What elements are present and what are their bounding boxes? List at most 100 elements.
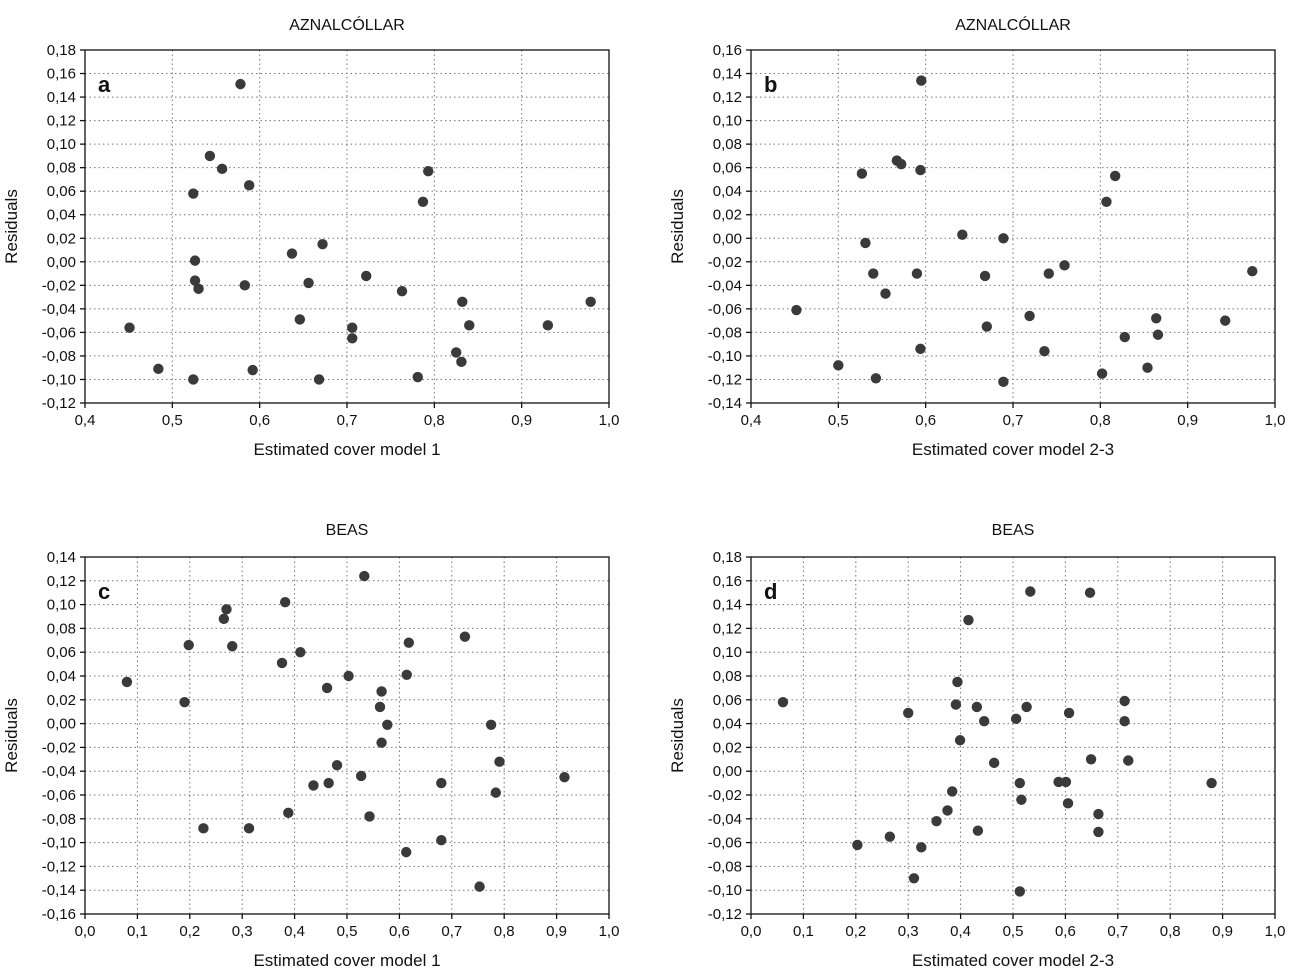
panel-c-x-tick-label: 1,0 (599, 923, 620, 940)
panel-a-data-point (189, 275, 201, 286)
panel-d-data-point (942, 805, 953, 816)
panel-b-data-point (916, 75, 927, 86)
panel-d-data-point (972, 825, 984, 836)
panel-b-data-point (1039, 346, 1050, 357)
panel-b-y-tick-label: -0,12 (708, 371, 742, 388)
panel-a-data-point (153, 363, 164, 375)
panel-b-y-tick-label: 0,10 (713, 113, 742, 130)
panel-b-data-point (1247, 266, 1258, 277)
panel-c-y-tick-label: -0,04 (42, 763, 76, 780)
panel-b-data-point (915, 343, 926, 355)
panel-d-x-tick-label: 0,4 (950, 923, 971, 940)
panel-a-data-point (243, 180, 255, 191)
panel-d-data-point (931, 815, 942, 827)
panel-c-y-tick-label: -0,02 (42, 739, 76, 756)
panel-d-y-tick-label: 0,08 (713, 668, 742, 685)
panel-d-data-point (1093, 826, 1104, 838)
panel-d-data-point (903, 707, 914, 719)
panel-d-y-tick-label: -0,10 (708, 882, 742, 899)
panel-b-data-point (1024, 310, 1035, 322)
panel-c-data-point (401, 846, 412, 858)
panel-b-y-tick-label: -0,10 (708, 348, 742, 365)
panel-a-data-point (239, 280, 251, 291)
panel-a-y-tick-label: 0,08 (47, 160, 76, 177)
panel-a-data-point (204, 150, 216, 162)
panel-a-data-point (542, 320, 554, 331)
panel-a-data-point (313, 374, 325, 385)
panel-c-y-tick-label: -0,10 (42, 835, 76, 852)
panel-c-y-tick-label: 0,06 (47, 644, 76, 661)
panel-c-data-point (331, 760, 343, 771)
panel-c-plot-frame (84, 556, 610, 915)
panel-d-data-point (1025, 586, 1036, 597)
panel-a-data-point (457, 296, 468, 308)
panel-b-y-tick-label: 0,12 (713, 89, 742, 106)
panel-c-letter: c (98, 579, 110, 604)
panel-a-y-tick-label: 0,10 (47, 136, 76, 153)
panel-c-y-tick-label: 0,02 (47, 692, 76, 709)
panel-c-data-point (323, 777, 334, 789)
panel-c-y-tick-label: 0,04 (47, 668, 76, 685)
panel-b-data-point (833, 360, 844, 371)
panel-d-data-point (1119, 695, 1130, 707)
panel-b-data-point (1152, 329, 1164, 340)
panel-b-y-tick-label: -0,14 (708, 395, 742, 412)
panel-d-y-tick-label: 0,16 (713, 573, 742, 590)
panel-d-data-point (1084, 587, 1096, 598)
panel-c-y-tick-label: 0,00 (47, 716, 76, 733)
panel-d-x-tick-label: 0,1 (793, 923, 814, 940)
panel-a-x-tick-label: 0,5 (162, 412, 183, 429)
panel-c-y-tick-label: 0,12 (47, 573, 76, 590)
panel-d-x-tick-label: 0,5 (1003, 923, 1024, 940)
panel-c-data-point (243, 823, 255, 834)
panel-c-data-point (359, 570, 370, 582)
panel-d-data-point (978, 716, 990, 727)
panel-b-x-tick-label: 0,9 (1177, 412, 1198, 429)
panel-c-x-tick-label: 0,3 (232, 923, 253, 940)
panel-b-data-point (1151, 313, 1162, 324)
panel-c-y-axis-label: Residuals (2, 698, 21, 773)
panel-d-data-point (1014, 886, 1026, 897)
panel-c-data-point (355, 770, 367, 782)
panel-b-y-tick-label: 0,16 (713, 42, 742, 59)
panel-c-data-point (374, 701, 386, 713)
panel-c-x-tick-label: 0,2 (179, 923, 200, 940)
panel-c-data-point (474, 881, 485, 892)
panel-d-data-point (988, 757, 1000, 769)
panel-a-y-tick-label: 0,00 (47, 254, 76, 271)
panel-a-y-axis-label: Residuals (2, 189, 21, 264)
panel-d-y-tick-label: 0,10 (713, 644, 742, 661)
panel-b-data-point (870, 373, 882, 384)
panel-b-data-point (896, 158, 907, 170)
panel-c-x-tick-label: 0,8 (494, 923, 515, 940)
panel-a-data-point (347, 322, 358, 333)
panel-d-data-point (1119, 716, 1130, 727)
panel-a-y-tick-label: 0,12 (47, 113, 76, 130)
panel-d-data-point (916, 842, 927, 853)
panel-c: 0,0 0,1 0,2 0,3 0,4 0,5 0,6 0,7 0,8 0,9 1,0 -0,16 -0… (2, 522, 619, 970)
panel-a-x-tick-label: 0,7 (337, 412, 358, 429)
panel-d-data-point (950, 699, 962, 710)
panel-a-y-tick-label: -0,06 (42, 324, 76, 341)
panel-c-data-point (218, 613, 230, 625)
panel-b-data-point (868, 268, 879, 279)
panel-b-x-tick-label: 0,6 (915, 412, 936, 429)
panel-d: 0,0 0,1 0,2 0,3 0,4 0,5 0,6 0,7 0,8 0,9 1,0 -0,12 -0… (668, 522, 1285, 970)
panel-a-data-point (423, 165, 434, 177)
panel-a-letter: a (98, 72, 111, 97)
panel-a-x-tick-label: 0,6 (249, 412, 270, 429)
panel-a-x-tick-label: 1,0 (599, 412, 620, 429)
panel-c-data-point (308, 780, 319, 791)
panel-b-x-axis-label: Estimated cover model 2-3 (912, 440, 1114, 459)
panel-c-x-axis-label: Estimated cover model 1 (253, 951, 440, 970)
panel-d-data-point (963, 614, 974, 626)
panel-d-x-tick-label: 0,3 (898, 923, 919, 940)
panel-b-data-point (856, 168, 868, 179)
panel-c-y-tick-label: -0,08 (42, 811, 76, 828)
panel-c-y-tick-label: -0,12 (42, 858, 76, 875)
panel-d-data-point (952, 676, 963, 688)
panel-a-y-tick-label: 0,04 (47, 207, 76, 224)
panel-b-y-tick-label: 0,06 (713, 160, 742, 177)
panel-c-data-point (179, 696, 190, 708)
panel-c-x-tick-label: 0,0 (75, 923, 96, 940)
